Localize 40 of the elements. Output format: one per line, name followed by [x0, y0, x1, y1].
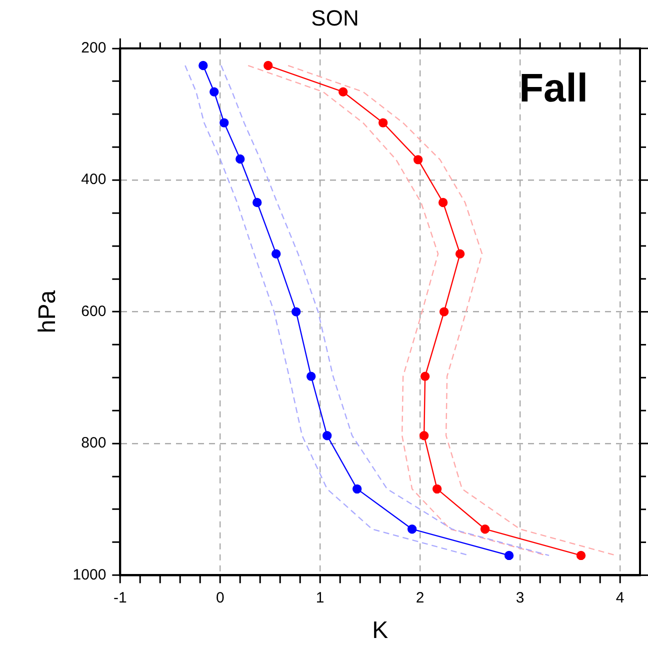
annotation: Fall	[519, 66, 588, 110]
point	[419, 431, 429, 440]
point	[252, 198, 262, 208]
chart-title: SON	[311, 5, 359, 30]
y-tick-label: 400	[81, 171, 106, 188]
x-tick-label: 2	[416, 589, 424, 606]
x-tick-label: 3	[516, 589, 524, 606]
x-tick-label: 4	[616, 589, 624, 606]
point	[264, 60, 273, 70]
point	[504, 550, 514, 560]
point	[413, 155, 423, 164]
point	[322, 431, 332, 440]
point	[576, 550, 586, 560]
point	[210, 87, 219, 96]
point	[272, 249, 281, 258]
y-tick-label: 1000	[72, 566, 106, 584]
point	[407, 524, 417, 534]
point	[352, 484, 362, 494]
point	[439, 307, 449, 316]
point	[292, 307, 301, 316]
point	[198, 60, 208, 70]
y-tick-label: 600	[81, 302, 106, 320]
point	[438, 198, 448, 208]
point	[338, 87, 348, 96]
y-tick-label: 800	[81, 434, 106, 452]
point	[306, 372, 316, 381]
x-tick-label: -1	[113, 589, 127, 606]
point	[420, 372, 430, 381]
y-tick-label: 200	[81, 40, 106, 57]
point	[220, 118, 229, 128]
point	[455, 249, 465, 258]
point	[236, 154, 245, 164]
x-tick-label: 1	[316, 589, 324, 606]
y-axis-title: hPa	[34, 290, 62, 334]
point	[378, 118, 388, 128]
line-series	[288, 64, 617, 556]
point	[432, 484, 442, 494]
x-axis-title: K	[372, 617, 388, 644]
x-tick-label: 0	[216, 589, 224, 606]
point	[480, 524, 490, 534]
